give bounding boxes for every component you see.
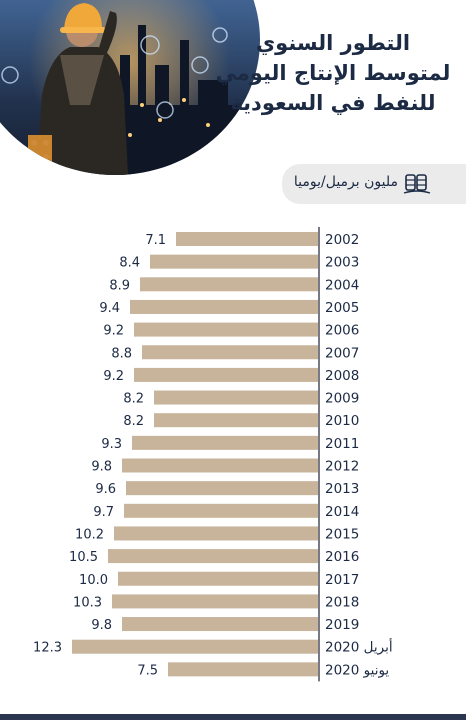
value-label-15: 10.0: [79, 573, 108, 588]
value-label-1: 8.4: [119, 256, 140, 271]
oil-barrels-icon: [403, 174, 431, 194]
value-label-5: 8.8: [111, 346, 132, 361]
category-label-8: 2010: [325, 413, 359, 429]
bar-0: [176, 232, 318, 246]
category-label-14: 2016: [325, 549, 359, 565]
bar-2: [140, 277, 318, 292]
value-label-18: 12.3: [33, 641, 62, 656]
bar-11: [126, 481, 318, 496]
bar-8: [154, 413, 318, 428]
category-label-17: 2019: [325, 617, 359, 633]
chart-title: التطور السنوي لمتوسط الإنتاج اليومي للنف…: [214, 28, 452, 118]
category-label-7: 2009: [325, 391, 359, 407]
value-label-19: 7.5: [137, 663, 158, 678]
value-label-0: 7.1: [145, 233, 166, 248]
unit-banner: مليون برميل/يوميا: [282, 164, 466, 204]
category-label-18: أبريل 2020: [325, 638, 393, 656]
category-label-3: 2005: [325, 300, 359, 316]
category-label-2: 2004: [325, 277, 359, 293]
bar-13: [114, 526, 318, 541]
bar-3: [130, 299, 318, 314]
category-label-1: 2003: [325, 255, 359, 271]
bar-7: [154, 390, 318, 405]
bar-1: [150, 254, 318, 269]
bar-6: [134, 367, 318, 382]
bar-4: [134, 322, 318, 337]
bar-15: [118, 571, 318, 586]
bar-14: [108, 549, 318, 564]
category-label-13: 2015: [325, 526, 359, 542]
bar-12: [124, 503, 318, 518]
value-label-3: 9.4: [99, 301, 120, 316]
category-label-19: يونيو 2020: [325, 662, 389, 678]
value-label-13: 10.2: [75, 527, 104, 542]
value-label-16: 10.3: [73, 595, 102, 610]
category-label-6: 2008: [325, 368, 359, 384]
bar-17: [122, 617, 318, 632]
category-label-5: 2007: [325, 345, 359, 361]
value-label-10: 9.8: [91, 460, 112, 475]
value-label-9: 9.3: [101, 437, 122, 452]
title-line-3: للنفط في السعودية: [230, 91, 436, 115]
category-label-0: 2002: [325, 232, 359, 248]
value-label-17: 9.8: [91, 618, 112, 633]
footer-strip: [0, 714, 466, 720]
value-label-8: 8.2: [123, 414, 144, 429]
value-label-7: 8.2: [123, 392, 144, 407]
bar-9: [132, 435, 318, 450]
value-label-4: 9.2: [103, 324, 124, 339]
value-label-12: 9.7: [93, 505, 114, 520]
category-label-11: 2013: [325, 481, 359, 497]
title-line-1: التطور السنوي: [255, 31, 411, 55]
bar-19: [168, 662, 318, 677]
category-label-12: 2014: [325, 504, 359, 520]
category-label-15: 2017: [325, 572, 359, 588]
value-label-11: 9.6: [95, 482, 116, 497]
bar-5: [142, 345, 318, 360]
category-label-9: 2011: [325, 436, 359, 452]
value-label-6: 9.2: [103, 369, 124, 384]
category-label-4: 2006: [325, 323, 359, 339]
category-label-10: 2012: [325, 459, 359, 475]
value-label-14: 10.5: [69, 550, 98, 565]
bar-16: [112, 594, 318, 609]
title-line-2: لمتوسط الإنتاج اليومي: [215, 61, 451, 85]
category-label-16: 2018: [325, 594, 359, 610]
bar-10: [122, 458, 318, 473]
value-label-2: 8.9: [109, 278, 130, 293]
unit-label: مليون برميل/يوميا: [293, 174, 398, 190]
bar-18: [72, 639, 318, 654]
